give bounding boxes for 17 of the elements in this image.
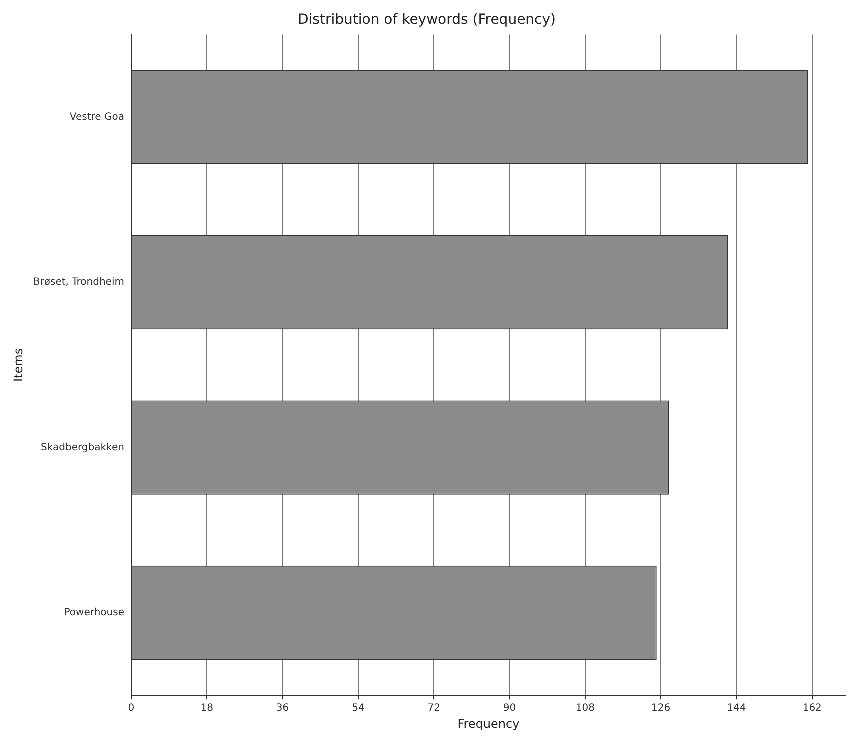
x-tick-label: 0: [128, 703, 135, 714]
chart-title: Distribution of keywords (Frequency): [298, 12, 556, 28]
y-tick-label: Powerhouse: [64, 608, 124, 619]
x-tick-label: 54: [352, 703, 365, 714]
x-tick-label: 108: [576, 703, 595, 714]
x-tick-label: 36: [276, 703, 290, 714]
y-tick-label: Skadbergbakken: [41, 442, 124, 454]
x-tick-label: 72: [428, 703, 440, 714]
x-axis-title: Frequency: [458, 716, 520, 731]
x-tick-label: 126: [652, 703, 671, 714]
x-tick-label: 162: [802, 703, 822, 714]
x-tick-label: 18: [200, 703, 214, 714]
x-tick-label: 144: [727, 703, 746, 714]
y-tick-label: Vestre Goa: [70, 112, 124, 123]
y-axis-title: Items: [11, 348, 26, 382]
y-tick-label: Brøset, Trondheim: [33, 277, 124, 288]
x-tick-label: 90: [503, 703, 516, 714]
